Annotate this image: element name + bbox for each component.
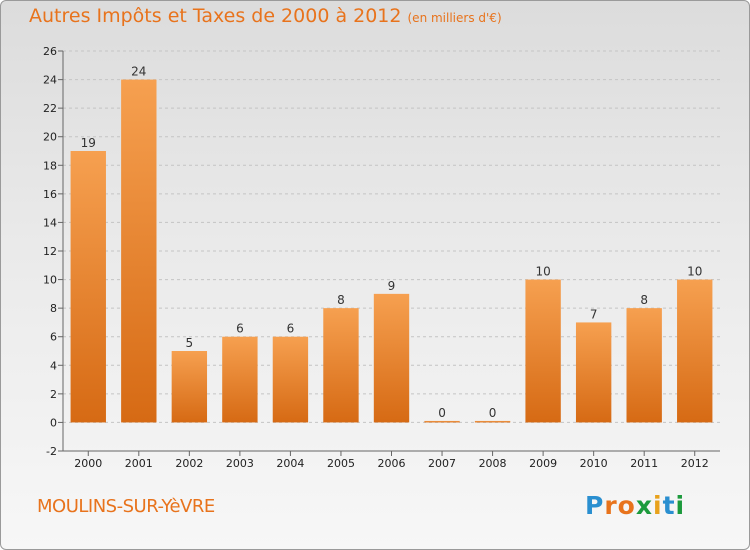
bar-2007 xyxy=(424,420,460,423)
bar-2010 xyxy=(575,322,612,423)
x-tick-label-2004: 2004 xyxy=(276,457,304,470)
y-tick-label: 10 xyxy=(43,274,57,287)
data-label-2001: 24 xyxy=(131,65,146,79)
data-label-2000: 19 xyxy=(81,136,96,150)
bar-2009 xyxy=(525,279,561,423)
x-tick-label-2006: 2006 xyxy=(378,457,406,470)
y-tick-label: -2 xyxy=(46,445,57,458)
x-tick-label-2008: 2008 xyxy=(479,457,507,470)
bar-2011 xyxy=(626,308,662,423)
bar-2005 xyxy=(323,308,359,423)
logo-letter: i xyxy=(653,491,663,520)
x-tick-label-2000: 2000 xyxy=(74,457,102,470)
bar-2006 xyxy=(373,293,410,423)
x-tick-label-2010: 2010 xyxy=(580,457,608,470)
axes xyxy=(58,50,720,456)
logo-letter: x xyxy=(635,491,653,520)
x-tick-label-2011: 2011 xyxy=(630,457,658,470)
bar-2008 xyxy=(474,420,511,423)
chart-title: Autres Impôts et Taxes de 2000 à 2012 (en… xyxy=(29,5,502,27)
data-label-2005: 8 xyxy=(337,293,345,307)
bar-2001 xyxy=(121,79,157,423)
data-label-2003: 6 xyxy=(236,322,244,336)
x-tick-label-2007: 2007 xyxy=(428,457,456,470)
bar-2004 xyxy=(272,336,309,423)
y-tick-label: 18 xyxy=(43,159,57,172)
bar-2002 xyxy=(171,351,208,423)
proxiti-logo: Proxiti xyxy=(585,491,685,520)
bar-2003 xyxy=(222,336,258,423)
data-label-2011: 8 xyxy=(640,293,648,307)
x-tick-label-2009: 2009 xyxy=(529,457,557,470)
logo-letter: o xyxy=(617,491,636,520)
y-tick-label: 4 xyxy=(50,359,57,372)
x-tick-label-2012: 2012 xyxy=(681,457,709,470)
logo-letter: t xyxy=(662,491,676,520)
y-tick-label: 2 xyxy=(50,388,57,401)
y-tick-label: 8 xyxy=(50,302,57,315)
bar-2012 xyxy=(677,279,713,423)
logo-letter: i xyxy=(675,491,686,520)
x-tick-label-2003: 2003 xyxy=(226,457,254,470)
data-label-2004: 6 xyxy=(287,322,295,336)
data-label-2012: 10 xyxy=(687,265,702,279)
y-tick-label: 22 xyxy=(43,102,57,115)
data-label-2009: 10 xyxy=(535,265,550,279)
y-tick-label: 20 xyxy=(43,131,57,144)
bars xyxy=(70,79,713,423)
y-tick-label: 16 xyxy=(43,188,57,201)
x-tick-label-2001: 2001 xyxy=(125,457,153,470)
chart-subtitle: (en milliers d'€) xyxy=(407,11,502,25)
data-label-2008: 0 xyxy=(489,406,497,420)
y-tick-label: 12 xyxy=(43,245,57,258)
commune-name: MOULINS-SUR-YèVRE xyxy=(37,496,215,517)
y-tick-label: 6 xyxy=(50,331,57,344)
logo-letter: r xyxy=(604,491,618,520)
x-tick-label-2002: 2002 xyxy=(175,457,203,470)
chart-title-text: Autres Impôts et Taxes de 2000 à 2012 xyxy=(29,5,402,27)
y-tick-label: 26 xyxy=(43,45,57,58)
data-label-2007: 0 xyxy=(438,406,446,420)
labels: -202468101214161820222426192000242001520… xyxy=(43,45,709,470)
y-tick-label: 0 xyxy=(50,416,57,429)
data-label-2006: 9 xyxy=(388,279,396,293)
data-label-2010: 7 xyxy=(590,307,598,321)
y-tick-label: 14 xyxy=(43,216,57,229)
x-tick-label-2005: 2005 xyxy=(327,457,355,470)
logo-letter: P xyxy=(585,491,605,520)
y-tick-label: 24 xyxy=(43,74,57,87)
bar-2000 xyxy=(70,151,106,423)
data-label-2002: 5 xyxy=(186,336,194,350)
